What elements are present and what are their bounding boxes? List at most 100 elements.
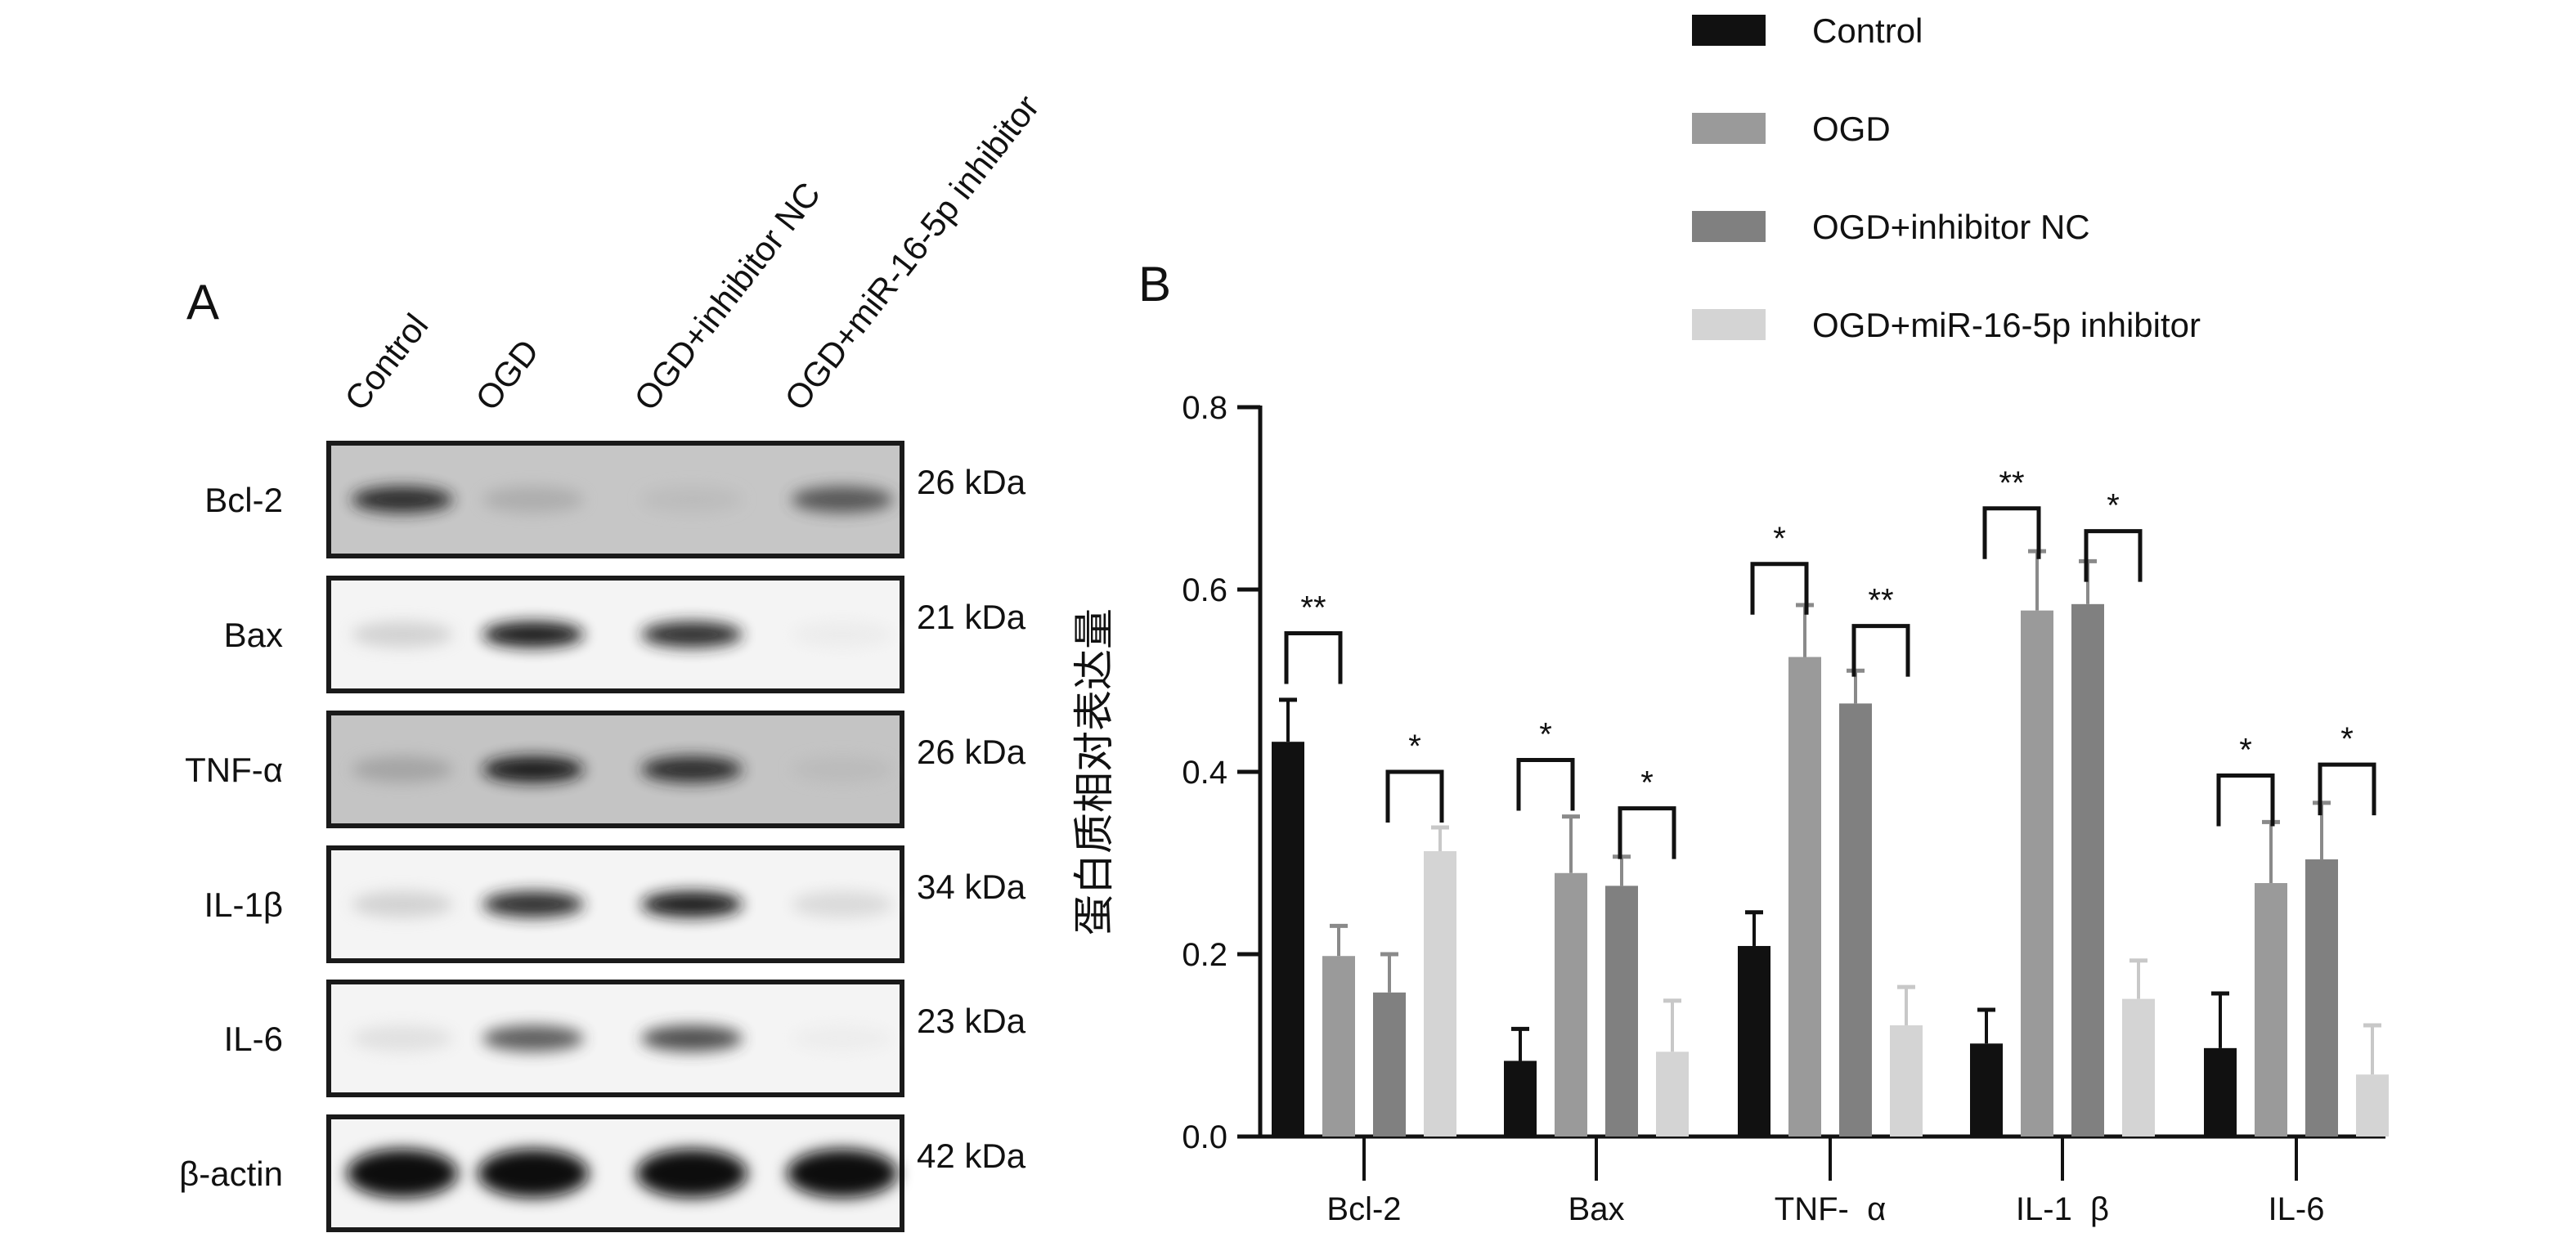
protein-band xyxy=(787,1149,898,1198)
protein-band xyxy=(792,621,893,648)
protein-label: IL-6 xyxy=(224,1020,283,1058)
protein-band xyxy=(636,1149,747,1198)
protein-band xyxy=(641,756,743,782)
significance-bracket xyxy=(2318,762,2376,816)
significance-bracket xyxy=(2216,773,2275,827)
significance-marker: * xyxy=(2107,488,2120,524)
protein-band xyxy=(478,1149,589,1198)
bar-ogd-inhibitor-nc xyxy=(2071,603,2104,1137)
legend-label: OGD xyxy=(1812,110,1891,148)
protein-band xyxy=(482,1025,584,1051)
legend-swatch xyxy=(1692,211,1766,242)
blot-row: Bcl-2 26 kDa xyxy=(204,441,1026,558)
x-tick-label: Bcl-2 xyxy=(1326,1191,1401,1227)
bar-ogd-inhibitor-nc xyxy=(2305,859,2338,1137)
significance-marker: * xyxy=(2239,732,2252,768)
protein-band xyxy=(482,621,584,648)
significance-bracket xyxy=(1385,769,1444,823)
y-tick-label: 0.8 xyxy=(1182,390,1227,426)
protein-label: TNF-α xyxy=(185,751,283,789)
y-tick-label: 0.2 xyxy=(1182,937,1227,973)
protein-label: IL-1β xyxy=(204,886,283,924)
legend-swatch xyxy=(1692,309,1766,340)
legend-label: Control xyxy=(1812,11,1923,50)
protein-band xyxy=(792,756,893,782)
bar-ogd-inhibitor-nc xyxy=(1373,992,1406,1137)
protein-band xyxy=(482,486,584,513)
significance-marker: * xyxy=(1408,729,1421,764)
bar-chart-panel: B 蛋白质相对表达量 Control OGD OGD+inhibitor NC OGD… xyxy=(1070,11,2389,1227)
x-tick-label: IL-6 xyxy=(2269,1191,2325,1227)
protein-band xyxy=(641,891,743,917)
bar-control xyxy=(1504,1060,1537,1137)
legend-label: OGD+inhibitor NC xyxy=(1812,208,2090,246)
protein-band xyxy=(352,891,453,917)
significance-bracket xyxy=(1851,624,1910,677)
protein-band xyxy=(792,1025,893,1051)
bar-ogd-mir-16-5p-inhibitor xyxy=(2122,998,2155,1137)
bar-ogd xyxy=(1322,956,1355,1137)
bar-control xyxy=(2204,1047,2237,1137)
bar-control xyxy=(1272,742,1304,1137)
y-axis-label: 蛋白质相对表达量 xyxy=(1070,608,1118,935)
western-blot-panel: A Control OGD OGD+inhibitor NCOGD+miR-16-5… xyxy=(179,87,1047,1232)
bar-ogd-mir-16-5p-inhibitor xyxy=(1890,1025,1923,1137)
molecular-weight-label: 34 kDa xyxy=(917,868,1026,906)
bar-ogd-inhibitor-nc xyxy=(1605,886,1638,1137)
bar-ogd-mir-16-5p-inhibitor xyxy=(1424,851,1456,1137)
protein-band xyxy=(482,891,584,917)
y-tick-label: 0.0 xyxy=(1182,1119,1227,1155)
x-tick-label: IL-1 β xyxy=(2016,1191,2109,1227)
significance-bracket xyxy=(1516,758,1575,811)
protein-label: Bax xyxy=(224,616,283,654)
blot-row: β-actin 42 kDa xyxy=(179,1114,1026,1232)
significance-marker: * xyxy=(1773,521,1786,557)
bar-control xyxy=(1738,945,1770,1137)
blot-row: IL-1β 34 kDa xyxy=(204,845,1026,963)
legend-swatch xyxy=(1692,113,1766,144)
molecular-weight-label: 21 kDa xyxy=(917,598,1026,636)
y-tick-label: 0.6 xyxy=(1182,572,1227,608)
legend-swatch xyxy=(1692,15,1766,46)
bar-ogd xyxy=(2255,883,2287,1137)
bar-control xyxy=(1970,1043,2003,1137)
significance-marker: * xyxy=(2340,721,2354,757)
panel-a-label: A xyxy=(186,275,219,330)
protein-band xyxy=(347,1149,458,1198)
blot-row: IL-6 23 kDa xyxy=(224,980,1026,1097)
significance-bracket xyxy=(1982,506,2041,559)
molecular-weight-label: 23 kDa xyxy=(917,1002,1026,1040)
protein-band xyxy=(352,486,453,513)
bar-ogd xyxy=(1555,872,1587,1137)
y-tick-label: 0.4 xyxy=(1182,755,1227,791)
legend-label: OGD+miR-16-5p inhibitor xyxy=(1812,306,2201,344)
panel-b-label: B xyxy=(1138,257,1171,312)
protein-band xyxy=(482,756,584,782)
protein-band xyxy=(352,1025,453,1051)
blot-row: TNF-α 26 kDa xyxy=(185,711,1026,828)
molecular-weight-label: 42 kDa xyxy=(917,1137,1026,1175)
significance-bracket xyxy=(1750,562,1809,615)
significance-marker: * xyxy=(1640,765,1654,801)
protein-band xyxy=(641,621,743,648)
protein-band xyxy=(641,1025,743,1051)
molecular-weight-label: 26 kDa xyxy=(917,733,1026,771)
protein-band xyxy=(792,891,893,917)
significance-marker: ** xyxy=(1868,583,1893,619)
significance-marker: * xyxy=(1539,717,1552,753)
protein-label: Bcl-2 xyxy=(204,481,283,519)
protein-band xyxy=(792,486,893,513)
significance-bracket xyxy=(1284,631,1343,684)
molecular-weight-label: 26 kDa xyxy=(917,463,1026,501)
significance-bracket xyxy=(1618,806,1676,859)
bar-ogd xyxy=(2021,610,2053,1137)
lane-header: Control xyxy=(337,307,435,418)
lane-header: OGD+miR-16-5p inhibitor xyxy=(777,87,1046,417)
legend: Control OGD OGD+inhibitor NC OGD+miR-16-5p … xyxy=(1692,11,2201,344)
significance-bracket xyxy=(2084,529,2143,582)
significance-marker: ** xyxy=(1999,465,2024,501)
bar-ogd-mir-16-5p-inhibitor xyxy=(1656,1051,1689,1137)
protein-band xyxy=(352,621,453,648)
x-tick-label: Bax xyxy=(1568,1191,1625,1227)
